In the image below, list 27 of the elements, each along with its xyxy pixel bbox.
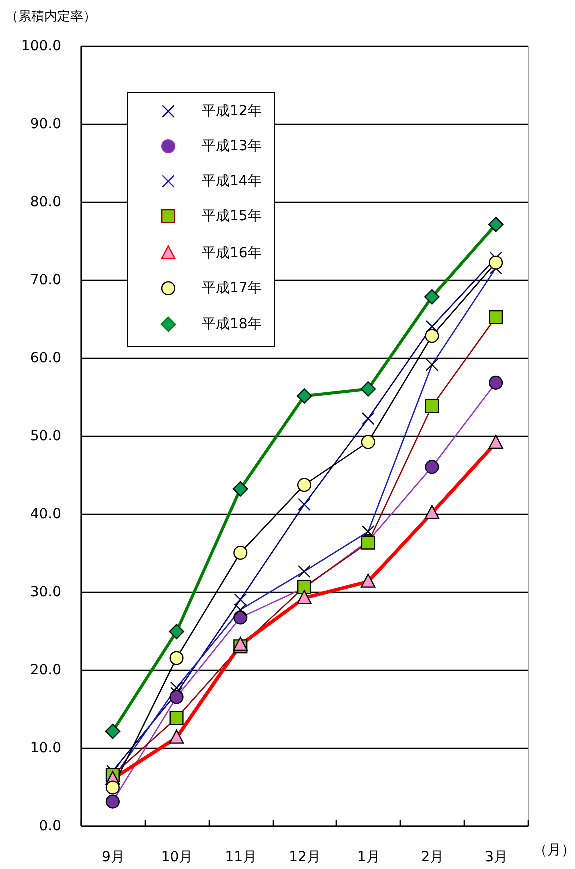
y-tick-label: 40.0 [30,506,62,522]
legend-label: 平成18年 [202,316,262,332]
y-tick-label: 10.0 [30,740,62,756]
x-tick-label: 9月 [102,850,125,866]
x-axis-title: （月） [534,842,575,858]
x-tick-label: 2月 [421,850,444,866]
y-tick-label: 70.0 [30,272,62,288]
legend-label: 平成12年 [202,104,262,120]
y-axis-title: （累積内定率） [6,8,96,24]
y-tick-label: 0.0 [39,818,62,834]
y-tick-label: 20.0 [30,662,62,678]
y-tick-label: 90.0 [30,116,62,132]
y-tick-label: 80.0 [30,194,62,210]
legend-label: 平成15年 [202,208,262,224]
x-tick-label: 3月 [485,850,508,866]
x-tick-label: 1月 [357,850,380,866]
x-tick-label: 10月 [161,850,194,866]
y-tick-label: 50.0 [30,428,62,444]
legend-label: 平成14年 [202,174,262,190]
x-tick-label: 12月 [289,850,321,866]
y-tick-label: 60.0 [30,350,62,366]
x-tick-label: 11月 [225,850,258,866]
legend-label: 平成16年 [202,246,262,262]
legend-label: 平成13年 [202,138,262,154]
legend-label: 平成17年 [202,280,262,296]
y-tick-label: 30.0 [30,584,62,600]
y-tick-label: 100.0 [21,38,62,54]
